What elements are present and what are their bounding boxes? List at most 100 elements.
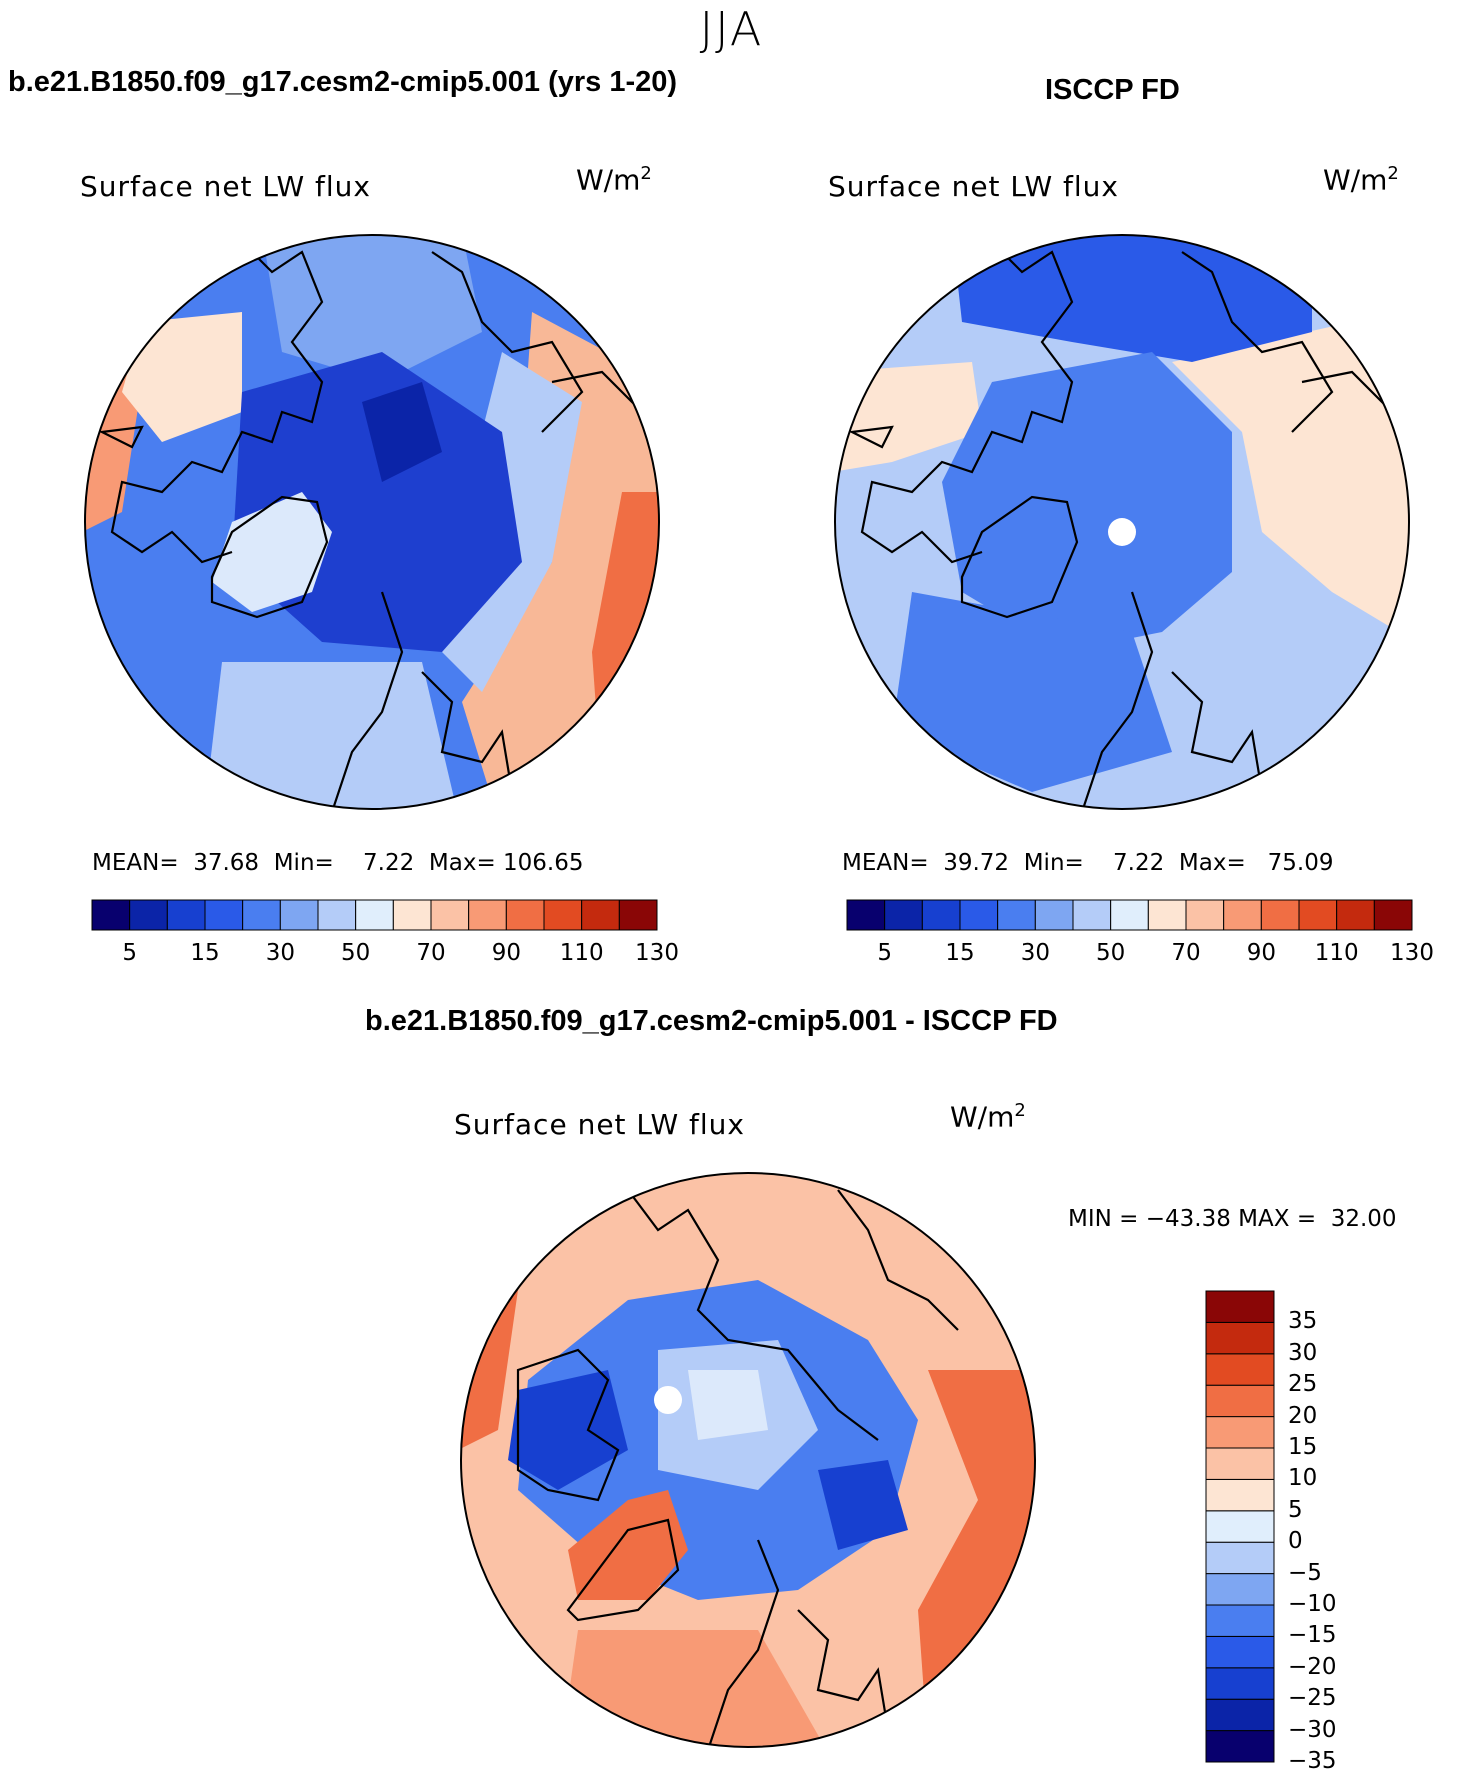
colorbar-tick-label: 90 — [1246, 940, 1276, 966]
map-coastlines — [848, 241, 1393, 809]
colorbar-swatch — [1034, 899, 1074, 931]
colorbar-tick-label: 90 — [491, 940, 521, 966]
colorbar-tick-label: 30 — [265, 940, 295, 966]
colorbar-tick-label: 0 — [1288, 1528, 1303, 1555]
colorbar-tick-label: −20 — [1288, 1653, 1337, 1680]
colorbar-swatch — [884, 899, 923, 931]
colorbar-tick-label: 30 — [1288, 1339, 1318, 1366]
colorbar-swatch — [317, 899, 357, 931]
colorbar-tick-label: −35 — [1288, 1748, 1337, 1774]
figure-title: JJA — [699, 2, 764, 56]
panel-2-title: ISCCP FD — [1045, 74, 1180, 106]
colorbar-tick-label: −10 — [1288, 1591, 1337, 1617]
colorbar-swatch — [392, 899, 432, 931]
map-circle-border — [460, 1172, 1036, 1748]
map-north-pole-hole — [1108, 518, 1136, 546]
colorbar-tick-label: −25 — [1288, 1685, 1337, 1712]
map-north-band — [952, 235, 1312, 362]
colorbar-swatch — [1110, 899, 1149, 931]
map-north-pole-hole — [654, 1385, 682, 1415]
colorbar-swatch — [1205, 1416, 1275, 1449]
colorbar-swatch — [618, 899, 658, 931]
panel-3-title: b.e21.B1850.f09_g17.cesm2-cmip5.001 - IS… — [365, 1005, 1058, 1037]
panel-1-units: W/m2 — [576, 163, 652, 197]
colorbar-swatch — [129, 899, 168, 931]
map-greenland-positive — [568, 1490, 688, 1600]
panel-2-colorbar — [846, 899, 1413, 931]
colorbar-swatch — [921, 899, 961, 931]
colorbar-tick-label: 10 — [1288, 1465, 1318, 1492]
colorbar-swatch — [505, 899, 545, 931]
colorbar-tick-label: 50 — [341, 940, 371, 966]
colorbar-tick-label: 5 — [1288, 1496, 1303, 1523]
colorbar-tick-label: 20 — [1288, 1402, 1318, 1429]
colorbar-swatch — [204, 899, 244, 931]
colorbar-tick-label: 25 — [1288, 1371, 1318, 1398]
colorbar-tick-label: −5 — [1288, 1559, 1322, 1586]
colorbar-tick-label: 130 — [635, 940, 679, 966]
colorbar-tick-label: −30 — [1288, 1716, 1337, 1743]
colorbar-swatch — [1185, 899, 1225, 931]
panel-2-stats: MEAN= 39.72 Min= 7.22 Max= 75.09 — [842, 850, 1334, 876]
colorbar-swatch — [1205, 1667, 1275, 1700]
panel-3-colorbar-ticks: 35 30 25 20 15 10 5 0 −5 −10 −15 −20 −25 −30 −35 — [1288, 1291, 1368, 1774]
colorbar-swatch — [1205, 1730, 1275, 1763]
colorbar-swatch — [1205, 1478, 1275, 1512]
colorbar-swatch — [1205, 1353, 1275, 1386]
colorbar-swatch — [1205, 1698, 1275, 1732]
colorbar-swatch — [1205, 1573, 1275, 1606]
colorbar-swatch — [997, 899, 1036, 931]
colorbar-swatch — [242, 899, 281, 931]
panel-2-polar-map — [834, 234, 1410, 810]
panel-1-variable-label: Surface net LW flux — [80, 170, 371, 203]
panel-2-units: W/m2 — [1323, 163, 1399, 197]
colorbar-swatch — [581, 899, 620, 931]
colorbar-tick-label: 15 — [190, 940, 220, 966]
panel-1-colorbar — [91, 899, 658, 931]
colorbar-swatch — [959, 899, 999, 931]
colorbar-tick-label: 50 — [1096, 940, 1126, 966]
map-central-arctic — [942, 352, 1232, 652]
colorbar-swatch — [355, 899, 394, 931]
colorbar-swatch — [1072, 899, 1112, 931]
map-cream-east-region — [1172, 322, 1409, 652]
panel-2-colorbar-ticks: 5 15 30 50 70 90 110 130 — [847, 940, 1434, 970]
map-greenland-pale — [212, 492, 332, 612]
colorbar-swatch — [1205, 1635, 1275, 1669]
colorbar-swatch — [279, 899, 319, 931]
map-circle-border — [84, 234, 660, 810]
panel-1-stats: MEAN= 37.68 Min= 7.22 Max= 106.65 — [92, 850, 584, 876]
colorbar-tick-label: 35 — [1288, 1308, 1318, 1335]
map-coastlines — [98, 241, 643, 809]
colorbar-swatch — [543, 899, 583, 931]
colorbar-tick-label: 70 — [1171, 940, 1201, 966]
colorbar-swatch — [430, 899, 470, 931]
colorbar-swatch — [166, 899, 206, 931]
panel-3-stats: MIN = −43.38 MAX = 32.00 — [1068, 1206, 1397, 1232]
colorbar-swatch — [1147, 899, 1187, 931]
colorbar-tick-label: 30 — [1020, 940, 1050, 966]
colorbar-swatch — [1373, 899, 1413, 931]
map-cream-west-region — [122, 312, 242, 442]
panel-3-variable-label: Surface net LW flux — [454, 1108, 745, 1141]
colorbar-swatch — [1205, 1541, 1275, 1575]
colorbar-swatch — [846, 899, 886, 931]
colorbar-swatch — [91, 899, 131, 931]
colorbar-swatch — [1205, 1384, 1275, 1418]
panel-3-colorbar — [1205, 1290, 1275, 1763]
colorbar-tick-label: 110 — [1314, 940, 1359, 966]
map-deep-canada-patch — [508, 1370, 628, 1490]
colorbar-tick-label: −15 — [1288, 1622, 1337, 1649]
colorbar-tick-label: 5 — [122, 940, 137, 966]
panel-1-colorbar-ticks: 5 15 30 50 70 90 110 130 — [92, 940, 679, 970]
map-near-zero-core — [688, 1370, 768, 1440]
map-deep-siberia-patch — [818, 1460, 908, 1550]
colorbar-tick-label: 5 — [877, 940, 892, 966]
panel-1-title: b.e21.B1850.f09_g17.cesm2-cmip5.001 (yrs… — [8, 66, 678, 98]
colorbar-tick-label: 110 — [559, 940, 604, 966]
colorbar-swatch — [1260, 899, 1300, 931]
colorbar-swatch — [468, 899, 507, 931]
map-light-north-region — [262, 235, 482, 382]
colorbar-tick-label: 70 — [416, 940, 446, 966]
colorbar-swatch — [1205, 1447, 1275, 1480]
